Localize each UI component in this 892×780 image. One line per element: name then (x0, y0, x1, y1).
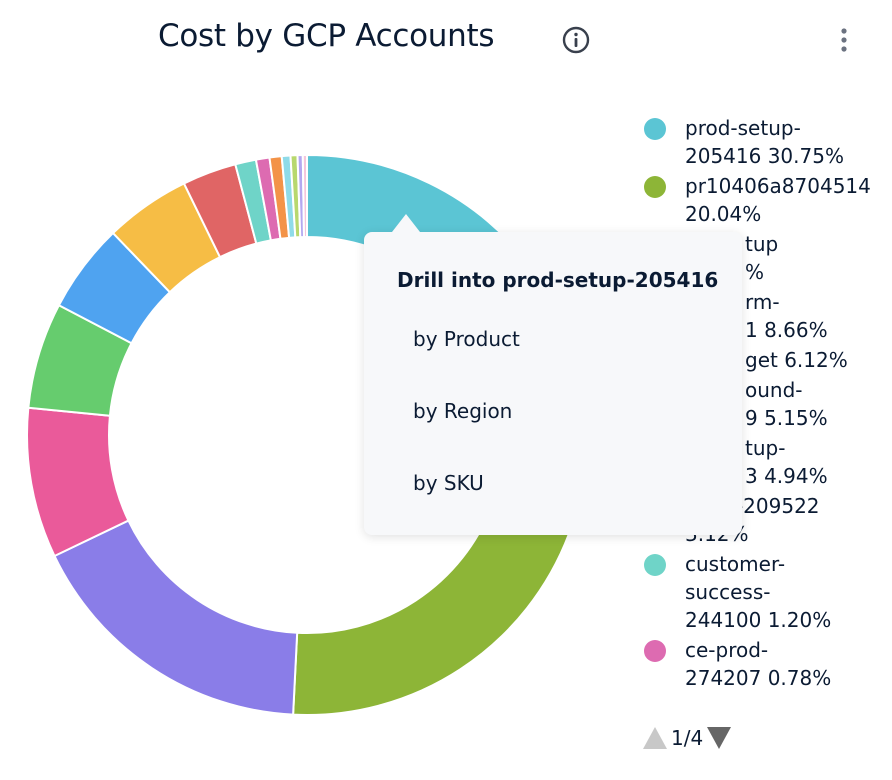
donut-slice[interactable] (292, 503, 571, 716)
info-circle-icon[interactable] (562, 26, 590, 54)
donut-slice[interactable] (301, 153, 308, 239)
legend-label: prod-setup- (685, 116, 801, 140)
legend-label: 20.04% (685, 202, 762, 226)
legend-label: ound- (745, 378, 803, 402)
legend-label: rm- (745, 290, 780, 314)
donut-chart (26, 153, 588, 716)
legend-label: 1 8.66% (745, 318, 828, 342)
pager-text: 1/4 (671, 726, 704, 750)
triangle-down-icon[interactable] (707, 727, 732, 749)
legend-label: tup (745, 232, 779, 256)
legend-item[interactable]: pr10406a8704514 20.04% (644, 172, 892, 228)
legend-label: 244100 1.20% (685, 608, 832, 632)
legend-label: 274207 0.78% (685, 666, 832, 690)
legend-label: ce-prod- (685, 638, 769, 662)
drill-by-region[interactable]: by Region (413, 399, 513, 423)
legend-swatch (644, 554, 666, 576)
legend-swatch (644, 118, 666, 140)
legend-label: 9 5.15% (745, 406, 828, 430)
legend-swatch (644, 176, 666, 198)
legend-label: 205416 30.75% (685, 144, 844, 168)
kebab-vertical-icon[interactable] (836, 26, 852, 54)
drill-by-product[interactable]: by Product (413, 327, 520, 351)
triangle-up-icon[interactable] (643, 727, 667, 749)
legend-label: 3 4.94% (745, 464, 828, 488)
legend-swatch (644, 640, 666, 662)
legend-item[interactable]: ound- 9 5.15% (644, 376, 892, 432)
tooltip-title: Drill into prod-setup-205416 (397, 268, 719, 292)
legend-label: pr10406a8704514 (685, 174, 871, 198)
chart-title: Cost by GCP Accounts (158, 18, 495, 54)
legend-item[interactable]: ce-prod- 274207 0.78% (644, 636, 892, 692)
drill-by-sku[interactable]: by SKU (413, 471, 484, 495)
legend-label: % (745, 260, 765, 284)
legend-pager: 1/4 (643, 726, 732, 750)
drill-down-tooltip: Drill into prod-setup-205416 by Product … (364, 214, 742, 535)
legend-label: get 6.12% (745, 348, 848, 372)
legend-item[interactable]: prod-setup- 205416 30.75% (644, 114, 892, 170)
legend-item[interactable]: customer-success- 244100 1.20% (644, 550, 892, 634)
legend-label: tup- (745, 436, 786, 460)
legend-label: customer- (685, 552, 786, 576)
legend-label: success- (685, 580, 771, 604)
donut-slice[interactable] (53, 519, 299, 716)
